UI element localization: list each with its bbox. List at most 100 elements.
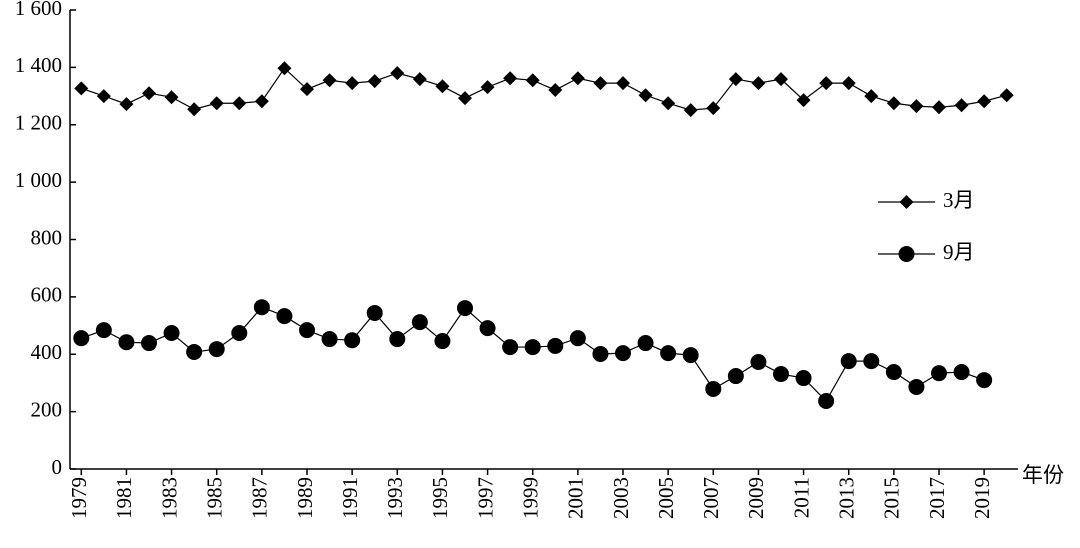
x-tick-label: 1981 [112, 477, 136, 519]
marker [682, 347, 699, 364]
y-tick-label: 600 [31, 283, 63, 307]
marker [208, 341, 225, 358]
x-tick-label: 2001 [564, 477, 588, 519]
marker [999, 88, 1014, 103]
x-tick-label: 1989 [293, 477, 317, 519]
marker [932, 100, 946, 115]
y-tick-label: 800 [31, 225, 63, 249]
marker [819, 76, 834, 91]
marker [773, 366, 789, 383]
marker [570, 71, 585, 86]
marker [299, 322, 315, 339]
marker [953, 364, 970, 381]
marker [660, 345, 677, 362]
marker [300, 82, 314, 97]
marker [73, 330, 90, 347]
marker [840, 353, 857, 370]
marker [96, 89, 111, 104]
marker [231, 325, 248, 342]
legend-label: 3月 [943, 188, 975, 212]
marker [796, 93, 811, 108]
marker [479, 320, 496, 337]
marker [638, 88, 653, 103]
marker [480, 80, 495, 95]
marker [412, 72, 427, 87]
marker [977, 94, 992, 109]
marker [727, 368, 744, 385]
marker [434, 333, 451, 350]
marker [411, 314, 428, 331]
marker [706, 101, 721, 116]
marker [186, 343, 203, 360]
x-tick-label: 2003 [609, 477, 633, 519]
x-tick-label: 1991 [338, 477, 362, 519]
marker [164, 90, 179, 105]
x-tick-label: 2009 [744, 477, 768, 519]
marker [864, 89, 879, 104]
marker [344, 332, 361, 349]
marker [163, 325, 180, 342]
marker [683, 103, 698, 118]
marker [637, 335, 654, 352]
marker [931, 365, 947, 382]
marker [95, 322, 112, 339]
marker [254, 94, 269, 109]
marker [908, 378, 925, 395]
marker [705, 380, 722, 397]
y-tick-label: 200 [31, 397, 63, 421]
marker [253, 299, 270, 316]
x-tick-label: 1985 [203, 477, 227, 519]
x-tick-label: 1995 [428, 477, 452, 519]
marker [232, 96, 247, 111]
legend-label: 9月 [943, 240, 975, 264]
marker [276, 308, 293, 325]
marker [885, 364, 902, 381]
marker [141, 335, 157, 352]
marker [954, 98, 969, 113]
marker [661, 96, 676, 111]
marker [209, 96, 224, 111]
marker [390, 66, 405, 81]
y-tick-label: 1 000 [15, 168, 62, 192]
x-tick-label: 1999 [519, 477, 543, 519]
x-tick-label: 1987 [248, 477, 272, 519]
marker [886, 96, 901, 111]
x-tick-label: 2011 [789, 477, 813, 518]
marker [458, 91, 472, 106]
marker [525, 73, 540, 88]
marker [818, 393, 835, 410]
marker [366, 304, 383, 321]
marker [899, 195, 914, 209]
marker [751, 76, 766, 91]
x-tick-label: 2005 [654, 477, 678, 519]
marker [863, 353, 880, 370]
marker [435, 79, 450, 94]
marker [795, 370, 812, 387]
marker [976, 372, 993, 389]
marker [345, 76, 360, 91]
marker [774, 72, 788, 87]
marker [593, 76, 608, 91]
marker [841, 76, 856, 91]
marker [322, 73, 337, 88]
marker [547, 337, 564, 354]
marker [569, 330, 586, 347]
marker [277, 61, 292, 76]
marker [615, 345, 631, 362]
marker [503, 71, 518, 86]
marker [142, 86, 156, 101]
marker [898, 246, 915, 262]
x-tick-label: 2013 [835, 477, 859, 519]
marker [119, 97, 134, 112]
x-tick-label: 2019 [970, 477, 994, 519]
marker [389, 331, 406, 348]
x-axis-label: 年份 [1022, 463, 1064, 487]
x-tick-label: 1983 [157, 477, 181, 519]
y-tick-label: 1 200 [15, 111, 62, 135]
marker [502, 339, 519, 356]
marker [367, 74, 382, 89]
marker [457, 300, 473, 317]
x-tick-label: 2007 [699, 477, 723, 519]
marker [187, 102, 202, 117]
